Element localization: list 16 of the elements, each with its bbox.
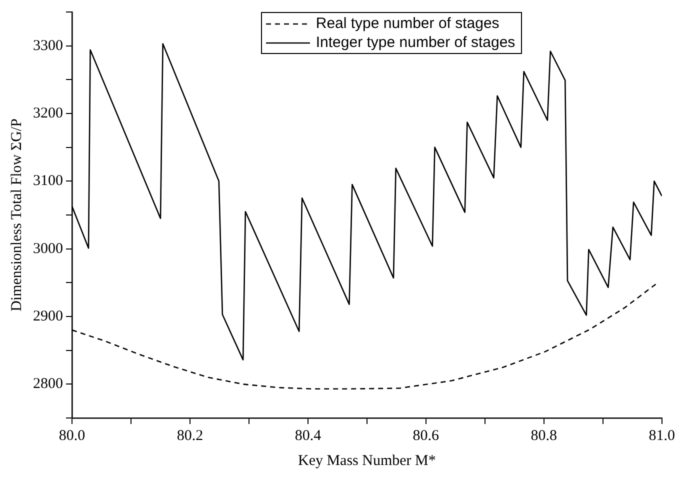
- x-tick-label: 80.4: [294, 428, 322, 444]
- y-tick-label: 2800: [33, 376, 63, 392]
- y-tick-label: 3200: [33, 105, 63, 122]
- x-tick-label: 81.0: [648, 428, 675, 444]
- x-axis-title: Key Mass Number M*: [298, 452, 436, 469]
- y-tick-label: 2900: [33, 308, 63, 324]
- y-tick-label: 3300: [33, 38, 63, 54]
- x-tick-label: 80.6: [412, 428, 440, 444]
- y-axis-title: Dimensionless Total Flow ΣG/P: [8, 118, 25, 312]
- x-tick-label: 80.0: [58, 428, 86, 444]
- y-tick-label: 3000: [33, 240, 63, 257]
- legend-label: Integer type number of stages: [316, 33, 516, 52]
- legend-label: Real type number of stages: [316, 14, 500, 33]
- x-tick-label: 80.8: [530, 428, 558, 444]
- x-tick-label: 80.2: [176, 428, 204, 444]
- y-tick-label: 3100: [33, 173, 63, 190]
